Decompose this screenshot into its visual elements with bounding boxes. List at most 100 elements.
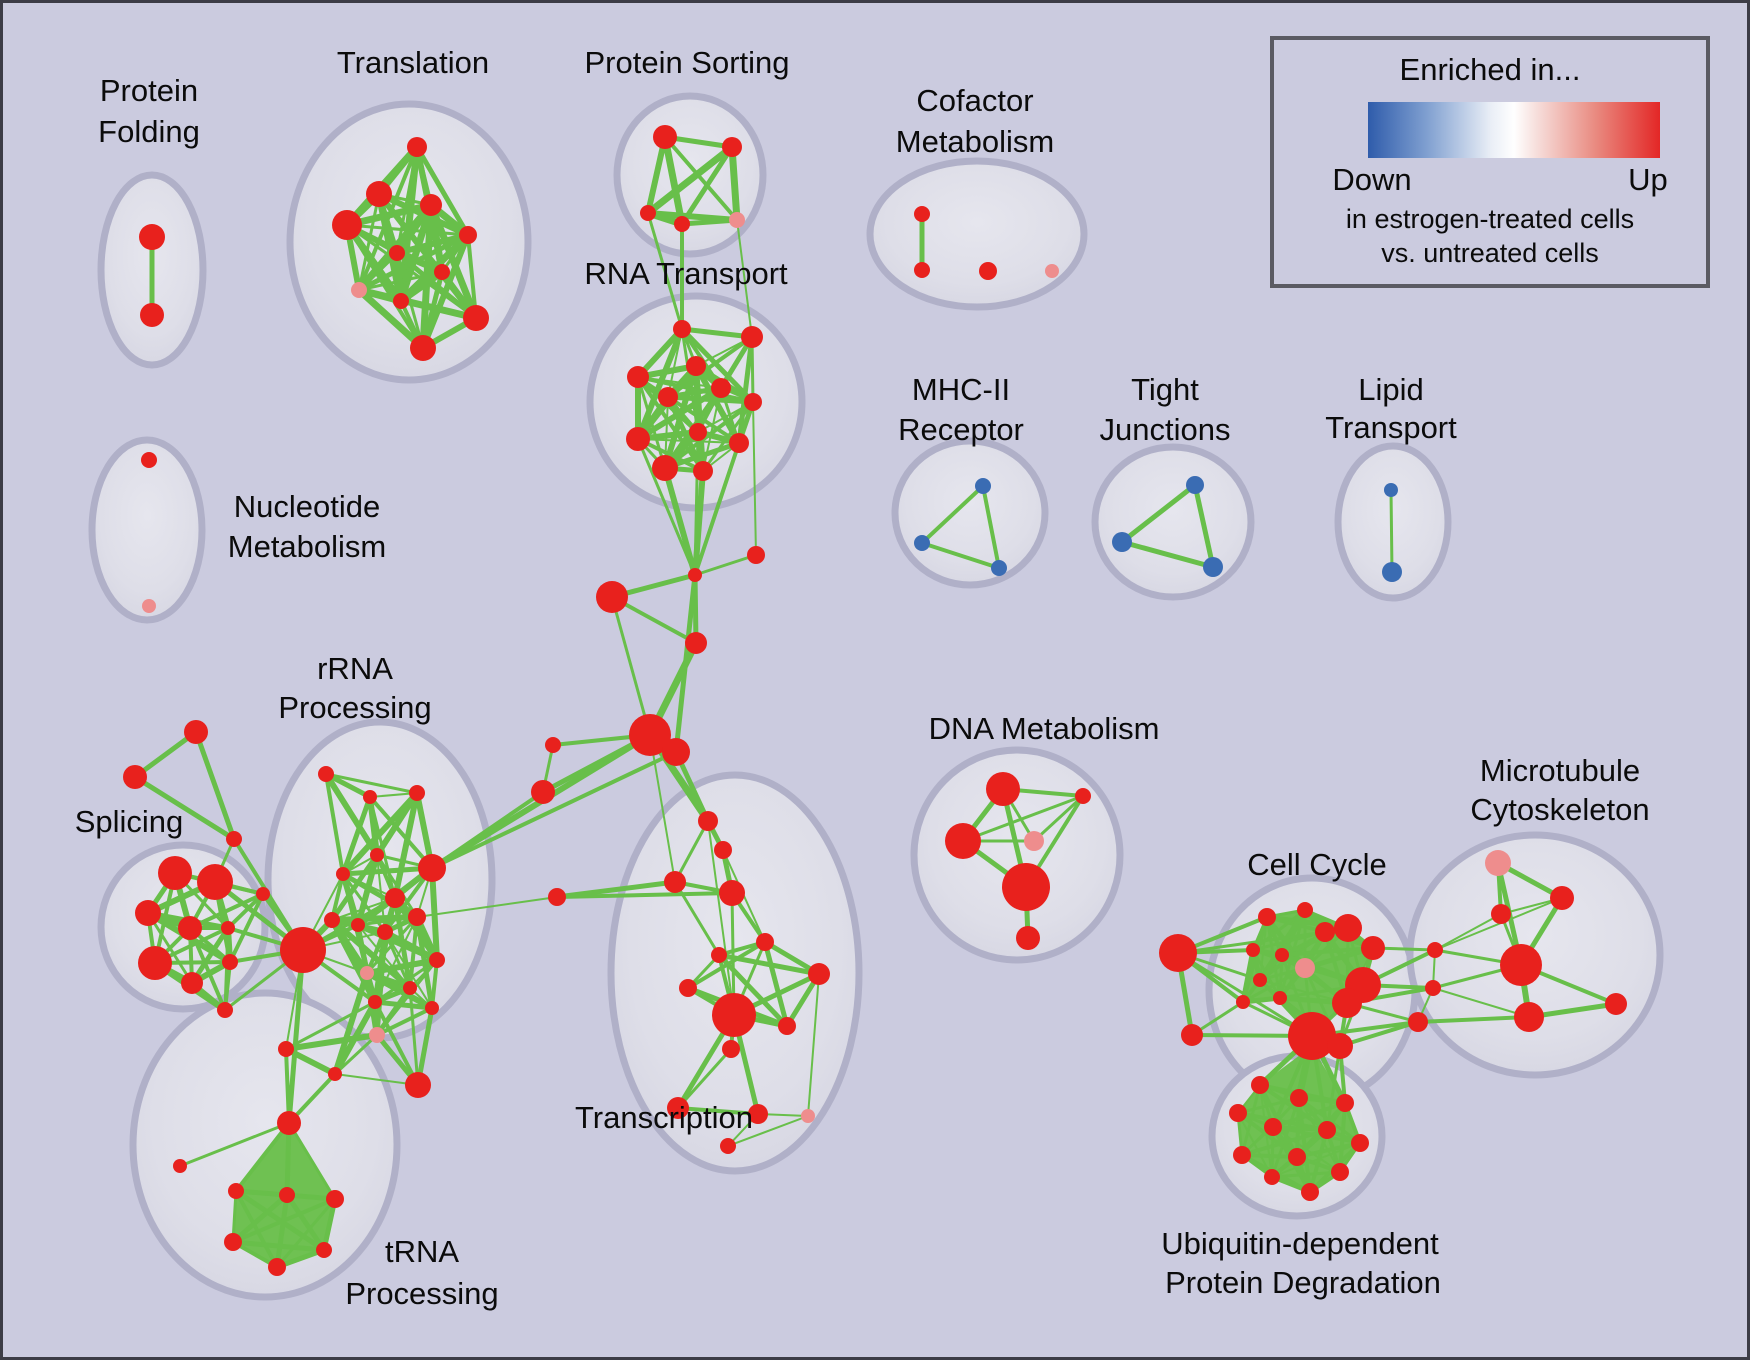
node-s2 bbox=[722, 137, 742, 157]
edge-translation-mesh bbox=[394, 232, 471, 256]
node-v5 bbox=[714, 841, 732, 859]
node-t1 bbox=[407, 137, 427, 157]
edge-protein-sorting-mesh bbox=[728, 143, 741, 224]
node-r5 bbox=[711, 378, 731, 398]
edge-ubiquitin-mesh bbox=[1270, 1170, 1342, 1179]
node-q11 bbox=[360, 966, 374, 980]
node-w12 bbox=[1301, 1183, 1319, 1201]
node-u1 bbox=[173, 1159, 187, 1173]
edge-ubiquitin-mesh bbox=[1240, 1153, 1299, 1159]
cluster-label-protein-folding-line1: Protein bbox=[100, 73, 198, 108]
node-s3 bbox=[640, 205, 656, 221]
edge-rrna-mesh bbox=[375, 853, 419, 919]
legend-gradient-bar bbox=[1368, 102, 1660, 158]
edge-rrna-mesh bbox=[340, 790, 420, 877]
node-k8 bbox=[1514, 1002, 1544, 1032]
cluster-label-lipid-transport-line2: Transport bbox=[1325, 410, 1457, 445]
node-q17 bbox=[328, 1067, 342, 1081]
node-g0 bbox=[1159, 934, 1197, 972]
node-s5 bbox=[729, 212, 745, 228]
node-w11 bbox=[1331, 1163, 1349, 1181]
node-t3 bbox=[420, 194, 442, 216]
cluster-label-microtubule-cytoskeleton-line2: Cytoskeleton bbox=[1470, 792, 1649, 827]
edge-trna-mesh bbox=[284, 1192, 327, 1253]
legend: Enriched in... Down Up in estrogen-treated … bbox=[1270, 36, 1710, 288]
cluster-label-trna-processing-line2: Processing bbox=[345, 1276, 498, 1311]
node-c4 bbox=[1045, 264, 1059, 278]
cluster-label-splicing: Splicing bbox=[75, 804, 184, 839]
edge-splicing-mesh bbox=[226, 892, 265, 930]
edge-r9-j1 bbox=[636, 437, 697, 577]
node-q16 bbox=[278, 1041, 294, 1057]
node-H1 bbox=[629, 714, 671, 756]
edge-rrna-mesh bbox=[375, 1006, 434, 1037]
legend-subtitle-line2: vs. untreated cells bbox=[1381, 238, 1599, 268]
node-p3 bbox=[135, 900, 161, 926]
node-w5 bbox=[1264, 1118, 1282, 1136]
cluster-label-lipid-transport-line1: Lipid bbox=[1358, 372, 1424, 407]
node-q13 bbox=[403, 981, 417, 995]
edge-splicing-mesh bbox=[188, 892, 265, 930]
edge-rrna-mesh bbox=[356, 915, 419, 927]
edge-g19-k8 bbox=[1416, 1015, 1531, 1024]
node-q15 bbox=[425, 1001, 439, 1015]
cluster-label-tight-junctions-line1: Tight bbox=[1131, 372, 1199, 407]
edge-translation-mesh bbox=[345, 223, 425, 350]
node-t9 bbox=[393, 293, 409, 309]
edge-v15-v16 bbox=[676, 1106, 760, 1116]
cluster-ellipse-tight-junctions bbox=[1091, 443, 1255, 601]
node-q19 bbox=[369, 1027, 385, 1043]
node-q6 bbox=[385, 888, 405, 908]
edge-rrna-mesh bbox=[374, 916, 418, 1003]
node-q3 bbox=[409, 785, 425, 801]
node-v12 bbox=[712, 993, 756, 1037]
edge-rrna-mesh bbox=[324, 772, 419, 795]
edge-v4-v12 bbox=[707, 820, 735, 1016]
node-r6 bbox=[658, 387, 678, 407]
node-q12 bbox=[429, 952, 445, 968]
node-u6 bbox=[316, 1242, 332, 1258]
node-v18 bbox=[720, 1138, 736, 1154]
edge-m1-m2 bbox=[920, 484, 985, 545]
edge-ubiquitin-mesh bbox=[1258, 1083, 1329, 1132]
edge-rna-transport-mesh bbox=[736, 334, 755, 446]
edge-translation-mesh bbox=[345, 223, 470, 237]
edge-trna-mesh bbox=[234, 1121, 291, 1193]
edge-cell-cycle-mesh bbox=[1241, 966, 1307, 1004]
node-t2 bbox=[366, 181, 392, 207]
node-q4 bbox=[370, 848, 384, 862]
node-r10 bbox=[729, 433, 749, 453]
edge-g17-k2 bbox=[1434, 897, 1563, 951]
edge-rna-transport-mesh bbox=[635, 385, 724, 442]
cluster-label-nucleotide-metabolism-line1: Nucleotide bbox=[234, 489, 380, 524]
edge-v10-v17 bbox=[807, 973, 820, 1117]
cluster-label-rrna-processing-line2: Processing bbox=[278, 690, 431, 725]
cluster-ellipse-cofactor-metabolism bbox=[866, 157, 1088, 311]
edge-rna-transport-mesh bbox=[635, 326, 685, 442]
edge-j3-H1 bbox=[610, 595, 652, 737]
legend-up-label: Up bbox=[1628, 162, 1668, 197]
edge-ubiquitin-mesh bbox=[1297, 1096, 1312, 1194]
node-tj2 bbox=[1112, 532, 1132, 552]
node-tj3 bbox=[1203, 557, 1223, 577]
node-v4 bbox=[698, 811, 718, 831]
edge-v14-v15 bbox=[676, 1047, 733, 1110]
node-k9 bbox=[1605, 993, 1627, 1015]
nodes bbox=[123, 125, 1627, 1276]
node-g10 bbox=[1253, 973, 1267, 987]
node-k4 bbox=[1500, 944, 1542, 986]
edge-rna-transport-mesh bbox=[701, 400, 755, 473]
node-v17 bbox=[801, 1109, 815, 1123]
cluster-label-microtubule-cytoskeleton-line1: Microtubule bbox=[1480, 753, 1640, 788]
edge-rrna-mesh bbox=[392, 790, 420, 901]
node-t7 bbox=[434, 264, 450, 280]
edge-transcription-mesh bbox=[716, 952, 790, 1029]
edge-s5-r2 bbox=[736, 219, 753, 338]
node-g14 bbox=[1332, 988, 1362, 1018]
node-tj1 bbox=[1186, 476, 1204, 494]
edge-rrna-mesh bbox=[333, 1033, 379, 1076]
edge-protein-sorting-mesh bbox=[645, 134, 668, 216]
edge-rrna-mesh bbox=[324, 772, 345, 876]
